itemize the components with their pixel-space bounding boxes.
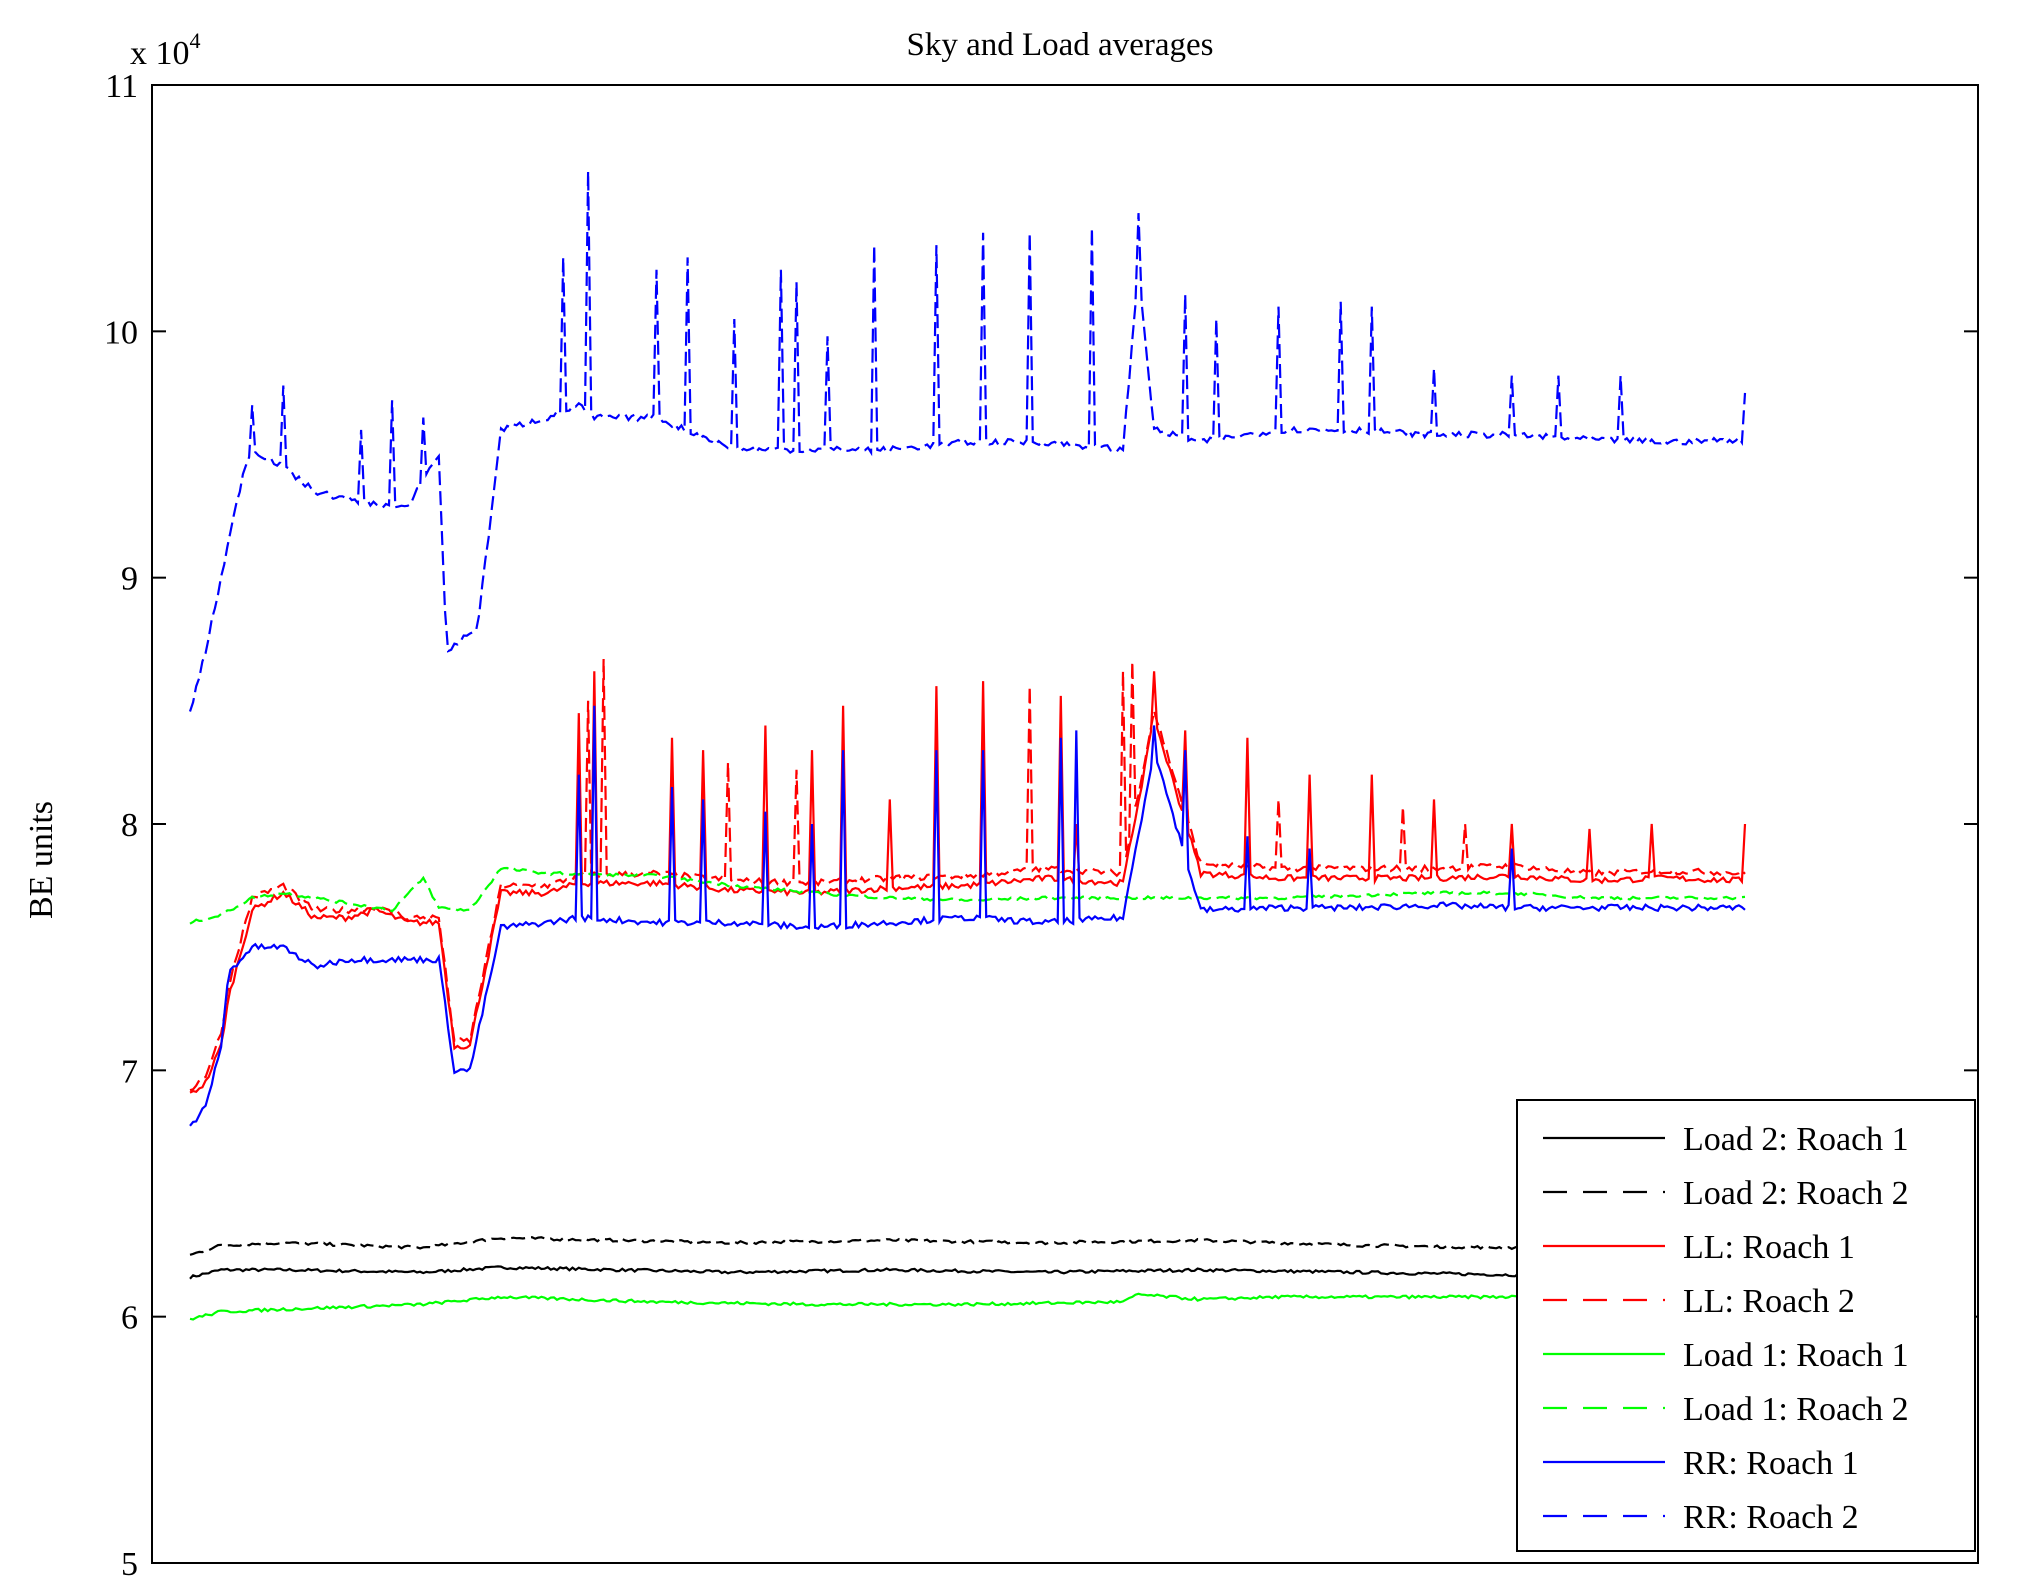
legend-entry-label: Load 1: Roach 1 — [1683, 1337, 1909, 1374]
y-tick-label: 5 — [121, 1546, 138, 1583]
series-line — [189, 866, 1746, 925]
series-line — [188, 171, 1747, 712]
legend-entry-label: RR: Roach 1 — [1683, 1445, 1859, 1482]
y-tick-label: 6 — [121, 1300, 138, 1337]
y-tick-label: 7 — [121, 1053, 138, 1090]
legend-entry-label: LL: Roach 1 — [1683, 1229, 1855, 1266]
plot-area — [188, 171, 1747, 1321]
y-tick-label: 10 — [104, 314, 138, 351]
y-multiplier: x 104 — [130, 28, 201, 72]
legend-entry-label: LL: Roach 2 — [1683, 1283, 1855, 1320]
legend-entry-label: RR: Roach 2 — [1683, 1499, 1859, 1536]
y-axis-label: BE units — [23, 801, 60, 919]
series-line — [189, 1236, 1746, 1256]
legend-box — [1516, 1099, 1976, 1552]
series-line — [189, 658, 1746, 1092]
legend-entry-label: Load 2: Roach 2 — [1683, 1175, 1909, 1212]
y-multiplier-exponent: 4 — [190, 28, 201, 53]
y-axis-ticks: 5 6 7 8 9 10 11 — [104, 68, 1978, 1583]
legend: Load 2: Roach 1 Load 2: Roach 2 LL: Roach … — [1516, 1099, 1976, 1552]
chart-title: Sky and Load averages — [907, 27, 1214, 63]
y-tick-label: 8 — [121, 807, 138, 844]
legend-entry-label: Load 2: Roach 1 — [1683, 1121, 1909, 1158]
series-line — [189, 1292, 1746, 1321]
y-tick-label: 11 — [105, 68, 138, 105]
series-line — [189, 671, 1747, 1094]
series-line — [189, 705, 1746, 1127]
series-line — [189, 1265, 1746, 1280]
legend-entry-label: Load 1: Roach 2 — [1683, 1391, 1909, 1428]
y-tick-label: 9 — [121, 561, 138, 598]
